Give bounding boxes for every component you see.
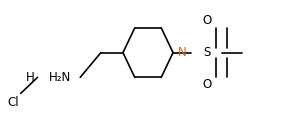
Text: O: O <box>202 78 212 91</box>
Text: O: O <box>202 14 212 27</box>
Text: H: H <box>26 71 35 84</box>
Text: Cl: Cl <box>8 96 20 108</box>
Text: H₂N: H₂N <box>49 71 71 84</box>
Text: N: N <box>178 46 187 59</box>
Text: S: S <box>203 46 211 59</box>
